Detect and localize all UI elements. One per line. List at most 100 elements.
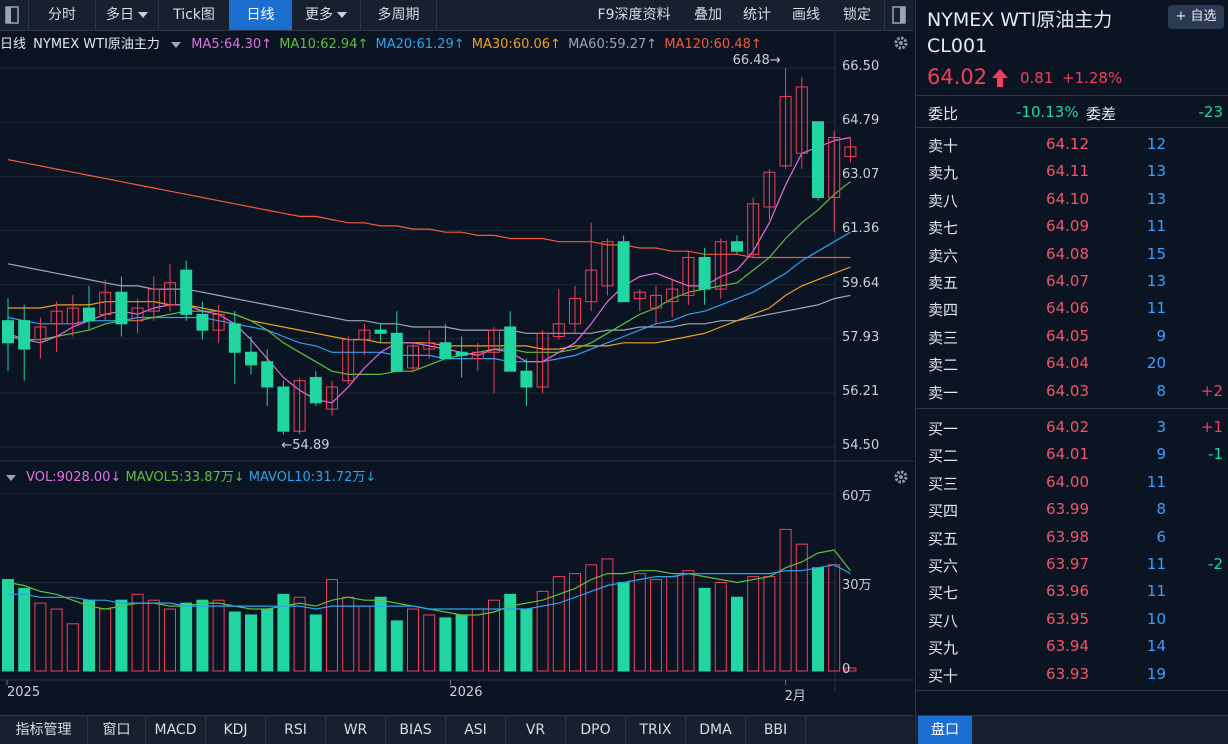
ask-volume: 11 bbox=[1146, 217, 1166, 236]
indicator-tab-指标管理[interactable]: 指标管理 bbox=[0, 716, 88, 744]
ask-level-label: 卖四 bbox=[928, 301, 959, 320]
price-tick-label: 57.93 bbox=[842, 329, 880, 345]
tab-daily[interactable]: 日线 bbox=[229, 0, 292, 30]
candle-body bbox=[520, 370, 533, 388]
candle-body bbox=[309, 377, 322, 404]
tab-intraday[interactable]: 分时 bbox=[48, 7, 76, 23]
candle-body bbox=[714, 241, 727, 290]
bid-level[interactable]: 买九 63.94 14 bbox=[916, 637, 1228, 664]
ask-volume-change: +2 bbox=[1200, 381, 1223, 400]
order-ratio-label: 委比 bbox=[928, 105, 959, 123]
bid-level-label: 买六 bbox=[928, 557, 959, 575]
volume-bar bbox=[439, 617, 452, 672]
bid-level[interactable]: 买四 63.99 8 bbox=[916, 500, 1228, 527]
chevron-down-icon[interactable] bbox=[6, 474, 16, 481]
panel-toggle-button[interactable] bbox=[0, 0, 28, 30]
indicator-tab-dpo[interactable]: DPO bbox=[566, 716, 626, 744]
ask-level[interactable]: 卖八 64.10 13 bbox=[916, 190, 1228, 217]
f9-data-button[interactable]: F9深度资料 bbox=[597, 7, 671, 23]
tab-tick[interactable]: Tick图 bbox=[173, 7, 215, 23]
divider bbox=[916, 690, 1228, 691]
indicator-tab-asi[interactable]: ASI bbox=[446, 716, 506, 744]
ask-volume: 13 bbox=[1146, 272, 1166, 290]
ask-level[interactable]: 卖二 64.04 20 bbox=[916, 354, 1228, 381]
volume-bar bbox=[747, 576, 760, 672]
bid-level[interactable]: 买三 64.00 11 bbox=[916, 473, 1228, 500]
tab-orderbook[interactable]: 盘口 bbox=[918, 716, 972, 744]
ask-level[interactable]: 卖十 64.12 12 bbox=[916, 135, 1228, 162]
chart-grid bbox=[0, 31, 914, 691]
divider bbox=[916, 127, 1228, 128]
add-watchlist-button[interactable]: + 自选 bbox=[1168, 5, 1224, 29]
bid-level[interactable]: 买八 63.95 10 bbox=[916, 610, 1228, 637]
chevron-down-icon[interactable] bbox=[171, 41, 182, 48]
ask-level[interactable]: 卖三 64.05 9 bbox=[916, 327, 1228, 354]
bid-volume: 9 bbox=[1156, 445, 1166, 464]
indicator-tab-trix[interactable]: TRIX bbox=[626, 716, 686, 744]
lock-button[interactable]: 锁定 bbox=[843, 7, 871, 23]
ask-level[interactable]: 卖九 64.11 13 bbox=[916, 162, 1228, 189]
ask-volume: 8 bbox=[1156, 381, 1166, 400]
bid-level[interactable]: 买七 63.96 11 bbox=[916, 582, 1228, 609]
gear-icon[interactable] bbox=[893, 35, 909, 51]
tab-multiday-label: 多日 bbox=[106, 7, 134, 23]
volume-bar bbox=[714, 582, 727, 672]
indicator-tab-macd[interactable]: MACD bbox=[146, 716, 206, 744]
statistics-button[interactable]: 统计 bbox=[743, 7, 771, 23]
candle-body bbox=[390, 332, 403, 372]
draw-line-button[interactable]: 画线 bbox=[792, 7, 820, 23]
tab-multi-period[interactable]: 多周期 bbox=[377, 7, 420, 23]
candle-body bbox=[455, 351, 468, 356]
candle-body bbox=[731, 241, 743, 252]
indicator-tab-bias[interactable]: BIAS bbox=[386, 716, 446, 744]
ask-level-label: 卖二 bbox=[928, 356, 959, 375]
candle-body bbox=[812, 121, 824, 198]
tab-multiday[interactable]: 多日 bbox=[96, 0, 158, 30]
divider bbox=[916, 95, 1228, 96]
ask-volume: 12 bbox=[1146, 135, 1166, 153]
ask-level[interactable]: 卖五 64.07 13 bbox=[916, 272, 1228, 299]
indicator-tab-rsi[interactable]: RSI bbox=[266, 716, 326, 744]
volume-bar bbox=[374, 596, 387, 672]
volume-bar bbox=[471, 608, 484, 672]
volume-bar bbox=[617, 582, 630, 672]
overlay-button[interactable]: 叠加 bbox=[694, 7, 722, 23]
gear-icon[interactable] bbox=[893, 469, 909, 485]
indicator-tab-dma[interactable]: DMA bbox=[686, 716, 746, 744]
bid-level[interactable]: 买二 64.01 9 -1 bbox=[916, 445, 1228, 472]
bid-level-label: 买五 bbox=[928, 529, 959, 548]
volume-bar bbox=[147, 599, 160, 672]
candle-body bbox=[504, 326, 517, 372]
indicator-tab-kdj[interactable]: KDJ bbox=[206, 716, 266, 744]
ask-volume: 15 bbox=[1146, 244, 1166, 263]
ma60-line bbox=[7, 263, 851, 334]
volume-bar bbox=[633, 573, 646, 672]
collapse-right-button[interactable] bbox=[885, 0, 914, 30]
bid-level[interactable]: 买五 63.98 6 bbox=[916, 528, 1228, 555]
ma-lines bbox=[7, 136, 851, 404]
candle-body bbox=[536, 332, 549, 388]
indicator-tab-vr[interactable]: VR bbox=[506, 716, 566, 744]
candle-body bbox=[828, 136, 841, 198]
ask-price: 64.04 bbox=[1046, 354, 1089, 373]
indicator-tab-wr[interactable]: WR bbox=[326, 716, 386, 744]
price-tick-label: 59.64 bbox=[842, 275, 880, 291]
candle-body bbox=[83, 307, 95, 322]
price-tick-label: 66.50 bbox=[842, 59, 880, 74]
ask-level[interactable]: 卖七 64.09 11 bbox=[916, 217, 1228, 244]
bid-level[interactable]: 买十 63.93 19 bbox=[916, 665, 1228, 692]
indicator-tab-窗口[interactable]: 窗口 bbox=[88, 716, 146, 744]
bid-level[interactable]: 买一 64.02 3 +1 bbox=[916, 418, 1228, 445]
ask-level[interactable]: 卖六 64.08 15 bbox=[916, 245, 1228, 272]
kline-chart[interactable]: 日线 NYMEX WTI原油主力 MA5:64.30↑ MA10:62.94↑ … bbox=[0, 31, 914, 711]
indicator-tab-bbi[interactable]: BBI bbox=[746, 716, 806, 744]
candle-body bbox=[147, 288, 160, 312]
candle-body bbox=[698, 257, 711, 290]
tab-more[interactable]: 更多 bbox=[292, 0, 360, 30]
volume-bar bbox=[66, 623, 79, 672]
bid-level[interactable]: 买六 63.97 11 -2 bbox=[916, 555, 1228, 582]
ask-level[interactable]: 卖一 64.03 8 +2 bbox=[916, 382, 1228, 409]
candle-body bbox=[763, 171, 776, 208]
bid-price: 63.93 bbox=[1046, 664, 1089, 683]
ask-level[interactable]: 卖四 64.06 11 bbox=[916, 299, 1228, 326]
